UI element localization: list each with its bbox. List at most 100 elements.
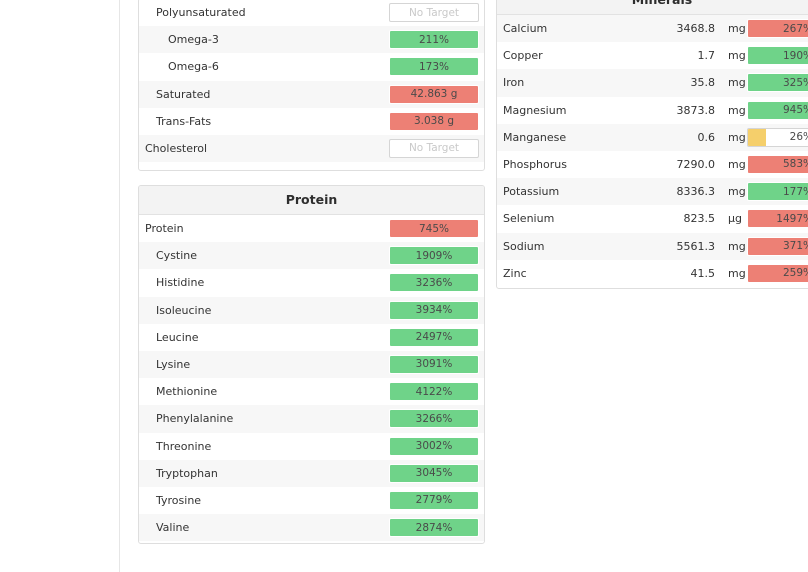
target-progress-bar[interactable]: 325% [747, 73, 808, 93]
nutrient-row[interactable]: Phenylalanine41.4g3266% [139, 405, 484, 433]
nutrient-row[interactable]: Selenium 823.5 µg 1497% [497, 205, 808, 232]
minerals-panel: Minerals Calcium 3468.8 mg 267% Copper 1.7 mg 1… [496, 0, 808, 289]
fats-rows: Polyunsaturated33.1gNo TargetOmega-33.4g… [139, 0, 484, 163]
nutrient-amount: 823.5 [683, 212, 716, 226]
nutrient-row[interactable]: Tryptophan12.2g3045% [139, 459, 484, 487]
target-progress-bar[interactable]: 26% [747, 127, 808, 147]
target-progress-bar[interactable]: 745% [389, 219, 479, 238]
target-progress-bar[interactable]: 42.863 g [389, 84, 479, 104]
nutrient-amount: 8336.3 [676, 185, 716, 199]
progress-fill [748, 74, 808, 92]
target-progress-bar[interactable]: 259% [747, 263, 808, 283]
protein-panel: Protein Protein1043.2g745%Cystine13.4g19… [138, 185, 485, 544]
target-progress-bar[interactable]: 371% [747, 236, 808, 256]
target-progress-bar[interactable]: 3045% [389, 463, 479, 483]
minerals-panel-title: Minerals [497, 0, 808, 15]
target-progress-bar[interactable]: 3002% [389, 436, 479, 456]
nutrient-row[interactable]: Valine51.7g2874% [139, 514, 484, 542]
target-progress-bar[interactable]: No Target [389, 3, 479, 22]
progress-label: 3934% [415, 304, 453, 317]
nutrient-row[interactable]: Sodium 5561.3 mg 371% [497, 232, 808, 260]
nutrient-unit: mg [728, 185, 746, 199]
nutrient-name: Manganese [503, 130, 567, 144]
nutrient-name: Sodium [503, 239, 545, 253]
progress-fill [390, 464, 478, 482]
content-divider [119, 0, 120, 572]
nutrient-row[interactable]: Omega-627.7g173% [139, 53, 484, 80]
nutrient-row[interactable]: Lysine88.6g3091% [139, 350, 484, 379]
nutrient-row[interactable]: Phosphorus 7290.0 mg 583% [497, 151, 808, 178]
target-progress-bar[interactable]: 3091% [389, 354, 479, 374]
progress-label: 4122% [415, 385, 453, 398]
nutrient-name: Polyunsaturated [156, 6, 246, 20]
nutrient-row[interactable]: Zinc 41.5 mg 259% [497, 260, 808, 287]
nutrient-row[interactable]: Tyrosine35.2g2779% [139, 487, 484, 514]
nutrient-unit: mg [728, 22, 746, 36]
progress-label: 2779% [415, 494, 453, 507]
target-progress-bar[interactable]: 190% [747, 46, 808, 66]
progress-label: 3.038 g [413, 115, 455, 128]
nutrient-row[interactable]: Potassium 8336.3 mg 177% [497, 178, 808, 206]
progress-fill [390, 519, 478, 537]
progress-label: 3045% [415, 467, 453, 480]
progress-fill [748, 237, 808, 255]
nutrient-unit: mg [728, 158, 746, 172]
target-progress-bar[interactable]: 3236% [389, 273, 479, 293]
progress-label: 1909% [415, 249, 453, 262]
target-progress-bar[interactable]: 3.038 g [389, 111, 479, 131]
nutrient-row[interactable]: Cystine13.4g1909% [139, 242, 484, 270]
progress-label: 211% [418, 33, 450, 46]
target-progress-bar[interactable]: 2497% [389, 327, 479, 347]
target-progress-bar[interactable]: 1909% [389, 246, 479, 266]
nutrient-row[interactable]: Polyunsaturated33.1gNo Target [139, 0, 484, 26]
target-progress-bar[interactable]: 173% [389, 57, 479, 77]
nutrient-row[interactable]: Protein1043.2g745% [139, 215, 484, 242]
nutrient-name: Zinc [503, 266, 527, 280]
nutrient-name: Cholesterol [145, 142, 208, 156]
progress-label: 177% [782, 185, 808, 198]
fats-panel: Polyunsaturated33.1gNo TargetOmega-33.4g… [138, 0, 485, 171]
nutrient-row[interactable]: Cholesterol2868.8mgNo Target [139, 134, 484, 163]
nutrient-row[interactable]: Omega-33.4g211% [139, 26, 484, 54]
nutrient-row[interactable]: Magnesium 3873.8 mg 945% [497, 97, 808, 124]
nutrient-row[interactable]: Copper 1.7 mg 190% [497, 42, 808, 69]
progress-label: No Target [408, 6, 460, 19]
nutrient-amount: 3468.8 [676, 22, 716, 36]
nutrient-unit: mg [728, 266, 746, 280]
nutrient-row[interactable]: Manganese 0.6 mg 26% [497, 123, 808, 151]
target-progress-bar[interactable]: 1497% [747, 209, 808, 229]
nutrient-row[interactable]: Calcium 3468.8 mg 267% [497, 15, 808, 43]
nutrient-name: Omega-6 [168, 60, 219, 74]
nutrient-row[interactable]: Isoleucine55.1g3934% [139, 296, 484, 324]
progress-label: 325% [782, 76, 808, 89]
target-progress-bar[interactable]: 945% [747, 100, 808, 120]
nutrient-name: Cystine [156, 249, 198, 263]
protein-rows: Protein1043.2g745%Cystine13.4g1909%Histi… [139, 215, 484, 542]
progress-fill [390, 220, 478, 237]
target-progress-bar[interactable]: 2874% [389, 518, 479, 538]
nutrient-row[interactable]: Methionine28.9g4122% [139, 378, 484, 405]
nutrient-row[interactable]: Iron 35.8 mg 325% [497, 69, 808, 97]
target-progress-bar[interactable]: 3266% [389, 409, 479, 429]
target-progress-bar[interactable]: 3934% [389, 300, 479, 320]
target-progress-bar[interactable]: 2779% [389, 490, 479, 510]
target-progress-bar[interactable]: 267% [747, 19, 808, 38]
target-progress-bar[interactable]: No Target [389, 138, 479, 158]
target-progress-bar[interactable]: 4122% [389, 382, 479, 402]
progress-fill [748, 128, 766, 146]
nutrient-name: Leucine [156, 330, 199, 344]
target-progress-bar[interactable]: 583% [747, 154, 808, 174]
nutrient-name: Selenium [503, 212, 555, 226]
progress-fill [748, 183, 808, 201]
target-progress-bar[interactable]: 211% [389, 30, 479, 50]
progress-label: 371% [782, 240, 808, 252]
nutrient-row[interactable]: Threonine44.0g3002% [139, 433, 484, 460]
nutrient-row[interactable]: Leucine78.3g2497% [139, 324, 484, 351]
progress-fill [390, 410, 478, 428]
progress-label: 2874% [415, 521, 453, 534]
progress-fill [390, 247, 478, 265]
target-progress-bar[interactable]: 177% [747, 182, 808, 202]
